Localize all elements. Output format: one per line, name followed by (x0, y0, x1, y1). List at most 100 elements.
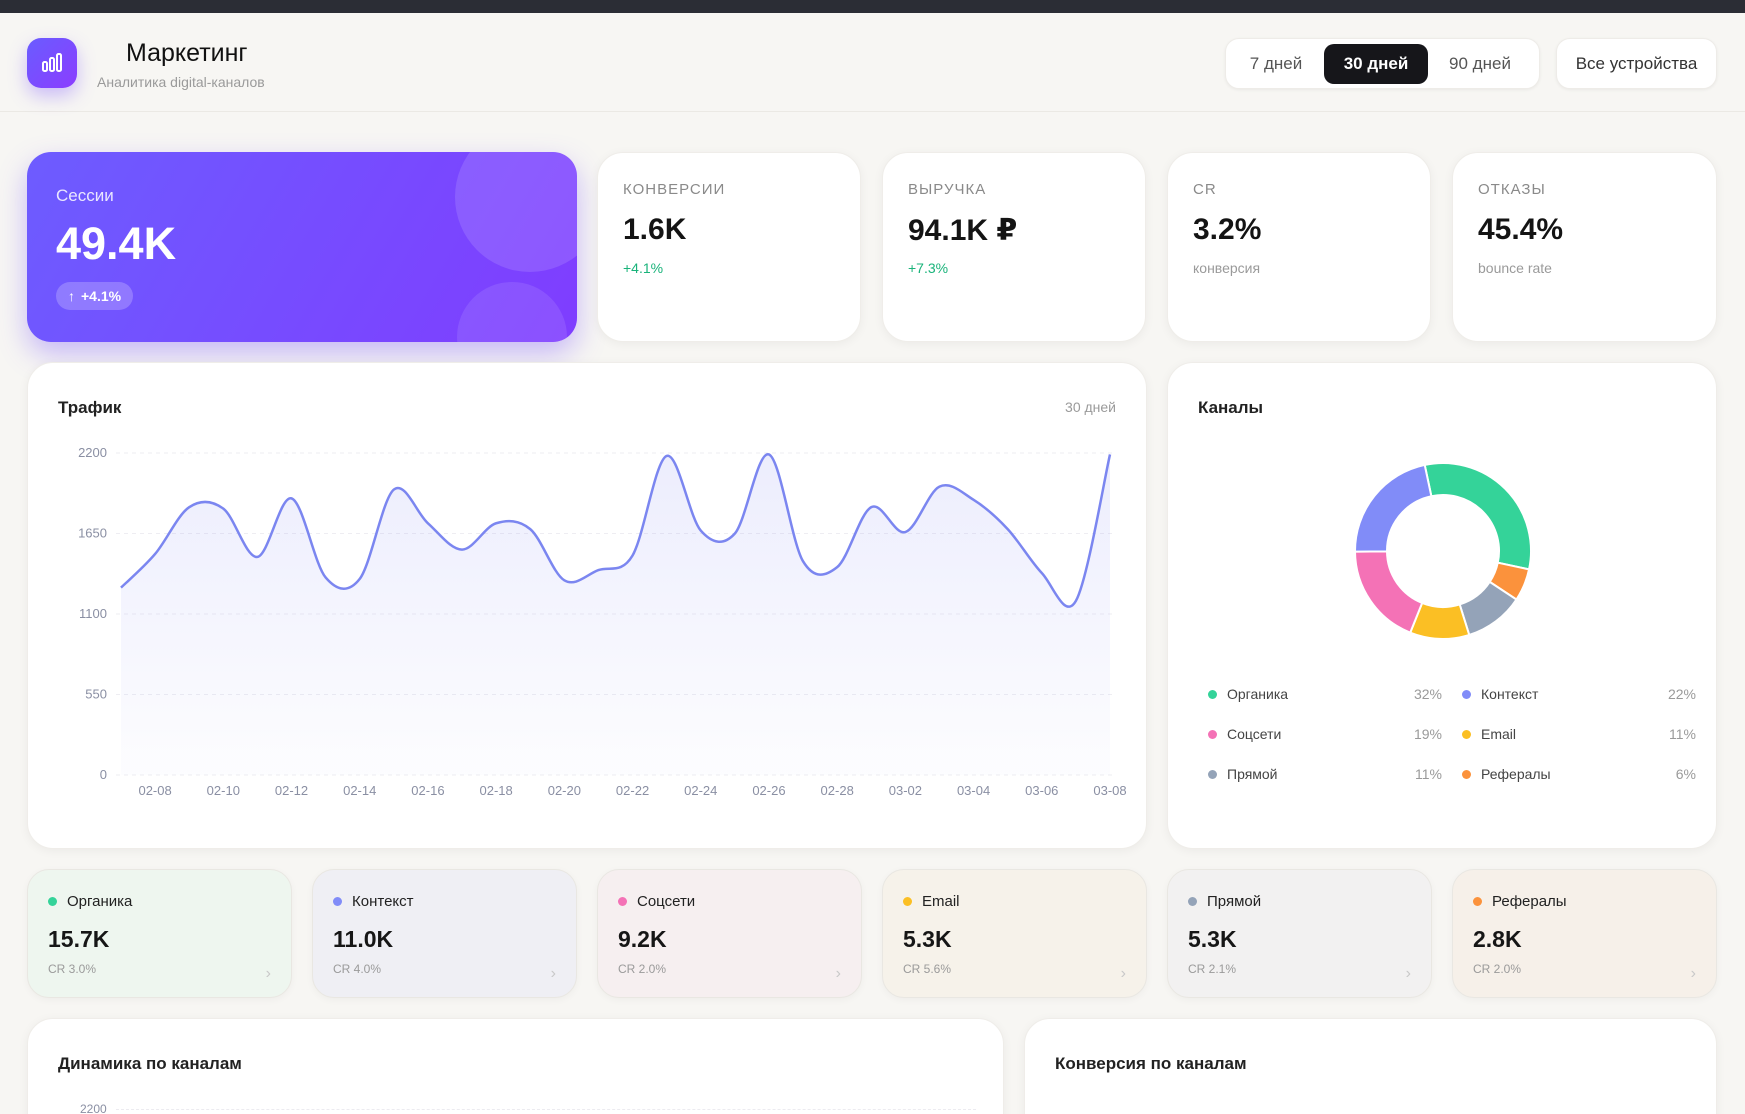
channels-title: Каналы (1198, 398, 1264, 417)
kpi-value: 94.1K ₽ (908, 214, 1018, 247)
x-tick-label: 02-24 (684, 783, 717, 798)
arrow-up-icon: ↑ (68, 288, 75, 304)
traffic-chart: 0 550 1100 1650 2200 02-08 02-10 02-12 02-14 02-1… (78, 445, 1127, 798)
legend-label: Email (1481, 726, 1517, 742)
legend-label: Органика (1227, 686, 1289, 702)
traffic-area (121, 454, 1110, 775)
donut-slice (1353, 550, 1424, 634)
channel-card[interactable]: Органика 15.7K CR 3.0% › (27, 869, 292, 998)
chevron-right-icon[interactable]: › (1690, 965, 1696, 982)
legend-percent: 6% (1675, 766, 1696, 782)
legend-item: Органика (1208, 686, 1288, 702)
traffic-line (120, 453, 1112, 608)
sessions-delta-value: +4.1% (81, 288, 122, 304)
x-tick-label: 02-26 (752, 783, 785, 798)
legend-label: Рефералы (1481, 766, 1551, 782)
traffic-panel: Трафик 30 дней 0 550 1100 1650 2200 02-08 02-1… (27, 362, 1147, 849)
x-tick-label: 02-28 (821, 783, 854, 798)
chevron-right-icon[interactable]: › (265, 965, 271, 982)
channel-label: Органика (67, 893, 133, 910)
channel-cr: CR 2.0% (1473, 962, 1522, 976)
chevron-right-icon[interactable]: › (835, 965, 841, 982)
channel-cr: CR 3.0% (48, 962, 97, 976)
app-subtitle: Аналитика digital-каналов (97, 74, 265, 90)
legend-dot (1208, 689, 1217, 699)
period-90-days-button[interactable]: 90 дней (1449, 54, 1511, 73)
channel-label: Email (922, 893, 960, 910)
period-30-days-button[interactable]: 30 дней (1324, 44, 1428, 84)
legend-item: Прямой (1208, 766, 1278, 782)
legend-percent: 11% (1669, 726, 1696, 742)
header: Маркетинг Аналитика digital-каналов 7 дн… (0, 13, 1745, 112)
x-tick-label: 02-10 (207, 783, 240, 798)
channel-color-dot (1188, 897, 1197, 906)
legend-dot (1208, 729, 1217, 739)
chevron-right-icon[interactable]: › (550, 965, 556, 982)
donut-slice (1423, 462, 1532, 571)
channel-color-dot (903, 897, 912, 906)
y-tick-label: 0 (100, 767, 107, 782)
channel-name: Контекст (333, 893, 414, 910)
sessions-delta-badge: ↑ +4.1% (56, 282, 134, 310)
channel-card[interactable]: Контекст 11.0K CR 4.0% › (312, 869, 577, 998)
channel-name: Прямой (1188, 893, 1261, 910)
device-filter-button[interactable]: Все устройства (1556, 38, 1717, 89)
x-tick-label: 03-06 (1025, 783, 1058, 798)
sessions-value: 49.4K (56, 218, 177, 269)
x-tick-label: 02-14 (343, 783, 376, 798)
channel-conversion-panel: Конверсия по каналам (1024, 1018, 1717, 1114)
chevron-right-icon[interactable]: › (1120, 965, 1126, 982)
sessions-label: Сессии (56, 186, 114, 205)
channel-card[interactable]: Соцсети 9.2K CR 2.0% › (597, 869, 862, 998)
channel-value: 5.3K (903, 926, 952, 952)
kpi-delta: +4.1% (623, 260, 664, 276)
chevron-right-icon[interactable]: › (1405, 965, 1411, 982)
y-tick-label: 2200 (78, 445, 107, 460)
channel-card[interactable]: Email 5.3K CR 5.6% › (882, 869, 1147, 998)
channel-value: 5.3K (1188, 926, 1237, 952)
decorative-circle (455, 152, 577, 272)
channel-label: Контекст (352, 893, 414, 910)
channel-name: Рефералы (1473, 893, 1567, 910)
kpi-label: CR (1193, 181, 1217, 198)
channel-label: Соцсети (637, 893, 696, 910)
channel-card[interactable]: Прямой 5.3K CR 2.1% › (1167, 869, 1432, 998)
x-tick-label: 02-16 (411, 783, 444, 798)
kpi-value: 1.6K (623, 213, 687, 246)
period-selector: 7 дней 30 дней 90 дней (1225, 38, 1540, 89)
channel-value: 9.2K (618, 926, 667, 952)
channel-label: Рефералы (1492, 893, 1567, 910)
y-tick-label: 550 (85, 687, 107, 702)
channel-color-dot (48, 897, 57, 906)
kpi-card-revenue: Выручка 94.1K ₽ +7.3% (882, 152, 1146, 342)
channels-panel: Каналы Органика 32% Контекст 22% Соцсети 19% E… (1167, 362, 1717, 849)
channel-name: Органика (48, 893, 132, 910)
x-tick-label: 03-04 (957, 783, 990, 798)
legend-percent: 22% (1667, 686, 1696, 702)
dynamics-gridline (116, 1109, 976, 1110)
period-7-days-button[interactable]: 7 дней (1249, 54, 1303, 73)
kpi-caption: bounce rate (1478, 260, 1552, 276)
legend-dot (1462, 769, 1471, 779)
decorative-circle (457, 282, 567, 342)
legend-label: Контекст (1481, 686, 1539, 702)
x-tick-label: 02-12 (275, 783, 308, 798)
legend-item: Email (1462, 726, 1516, 742)
legend-item: Контекст (1462, 686, 1538, 702)
channel-cr: CR 2.1% (1188, 962, 1237, 976)
legend-label: Соцсети (1227, 726, 1282, 742)
x-tick-label: 02-18 (480, 783, 513, 798)
legend-dot (1462, 689, 1471, 699)
channel-label: Прямой (1207, 893, 1262, 910)
legend-item: Рефералы (1462, 766, 1551, 782)
channel-card[interactable]: Рефералы 2.8K CR 2.0% › (1452, 869, 1717, 998)
legend-item: Соцсети (1208, 726, 1281, 742)
channel-color-dot (333, 897, 342, 906)
x-tick-label: 02-08 (138, 783, 171, 798)
x-tick-label: 02-20 (548, 783, 581, 798)
legend-dot (1462, 729, 1471, 739)
channel-value: 2.8K (1473, 926, 1522, 952)
dynamics-y-tick: 2200 (80, 1102, 107, 1114)
channel-name: Соцсети (618, 893, 695, 910)
kpi-card-conversions: Конверсии 1.6K +4.1% (597, 152, 861, 342)
